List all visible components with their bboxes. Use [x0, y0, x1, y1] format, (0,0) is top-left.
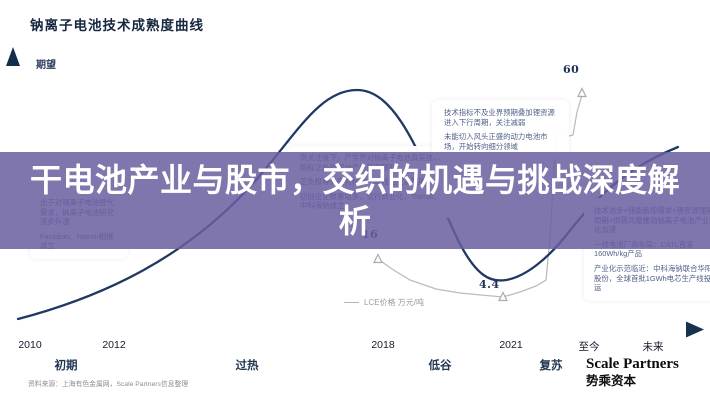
- phase-label-trough: 低谷: [428, 360, 452, 372]
- year-label-now: 至今: [578, 341, 600, 353]
- legend-lce: LCE价格 万元/吨: [344, 297, 424, 308]
- line-swatch-icon: [344, 302, 359, 303]
- year-label-future: 未来: [642, 341, 664, 353]
- page-title: 钠离子电池技术成熟度曲线: [30, 18, 204, 33]
- source-note: 资料来源：上海有色金属网，Scale Partners信息整理: [28, 381, 189, 388]
- annotation-box-trough: 技术指标不及业界预期叠加锂资源进入下行周期，关注减弱 未能切入风头正盛的动力电池…: [432, 100, 569, 160]
- marker-triangle-now: [577, 87, 587, 98]
- year-label-2010: 2010: [18, 339, 42, 351]
- legend-label: LCE价格 万元/吨: [364, 298, 425, 307]
- x-axis-arrow-icon: [686, 321, 704, 338]
- point-label-60: 60: [563, 63, 580, 76]
- year-label-2021: 2021: [499, 339, 523, 351]
- phase-label-recovery: 复苏: [539, 360, 563, 372]
- year-label-2018: 2018: [371, 339, 395, 351]
- headline-line-1: 干电池产业与股市，交织的机遇与挑战深度解: [29, 161, 680, 198]
- point-label-4-4: 4.4: [479, 278, 500, 291]
- brand-logo: Scale Partners 势乘资本: [586, 355, 706, 389]
- marker-triangle-2020: [498, 291, 508, 302]
- brand-logo-en: Scale Partners: [586, 356, 679, 372]
- marker-triangle-2018: [373, 253, 383, 264]
- headline-banner: 干电池产业与股市，交织的机遇与挑战深度解 析: [0, 152, 710, 249]
- phase-label-overheat: 过热: [235, 360, 259, 372]
- annotation-text: 技术指标不及业界预期叠加锂资源进入下行周期，关注减弱: [444, 108, 555, 127]
- brand-logo-cn: 势乘资本: [586, 374, 637, 388]
- phase-label-early: 初期: [54, 360, 78, 372]
- headline-line-2: 析: [338, 202, 372, 239]
- annotation-text: 产业化示范临近：中科海钠联合华阳股份，全球首批1GWh电芯生产线投运: [594, 263, 710, 293]
- year-label-2012: 2012: [102, 339, 126, 351]
- y-axis-arrow-icon: [6, 47, 20, 66]
- y-axis-label: 期望: [36, 60, 56, 71]
- annotation-text: 未能切入风头正盛的动力电池市场，开始转向细分领域: [444, 132, 548, 151]
